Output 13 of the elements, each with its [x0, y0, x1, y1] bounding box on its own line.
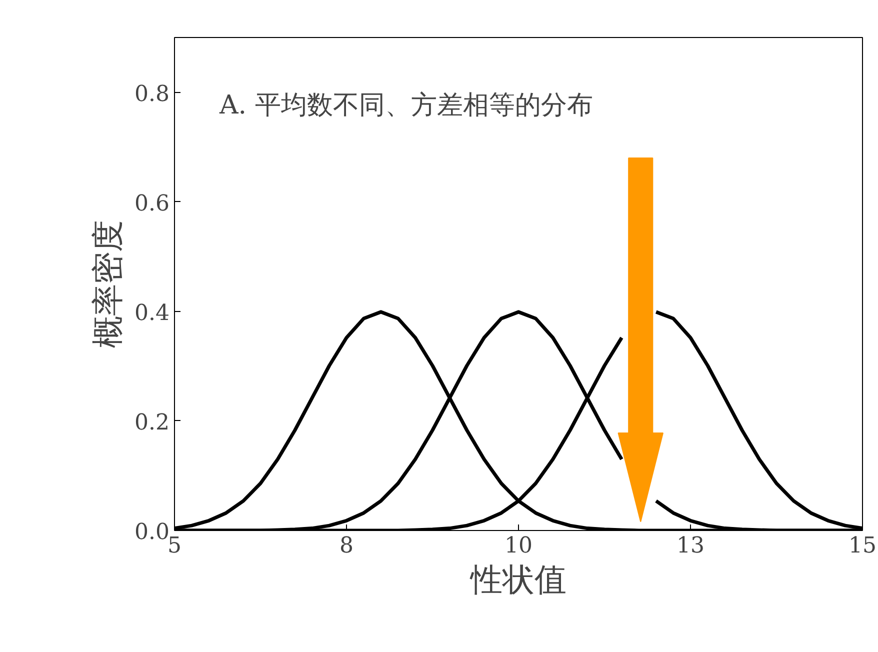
x-tick-label: 8 — [340, 534, 354, 558]
x-tick-label: 10 — [504, 534, 533, 558]
y-tick-label: 0.0 — [134, 520, 170, 545]
y-tick-label: 0.2 — [134, 410, 170, 436]
x-tick-label: 13 — [676, 534, 705, 558]
x-tick-label: 5 — [168, 534, 182, 558]
y-tick-label: 0.4 — [134, 300, 170, 326]
y-axis-title: 概率密度 — [88, 220, 127, 348]
x-tick-label: 15 — [848, 534, 877, 558]
y-tick-label: 0.6 — [134, 191, 170, 216]
annotation: A. 平均数不同、方差相等的分布 — [218, 90, 593, 120]
y-tick-label: 0.8 — [134, 82, 170, 107]
x-axis-title: 性状值 — [470, 560, 566, 598]
